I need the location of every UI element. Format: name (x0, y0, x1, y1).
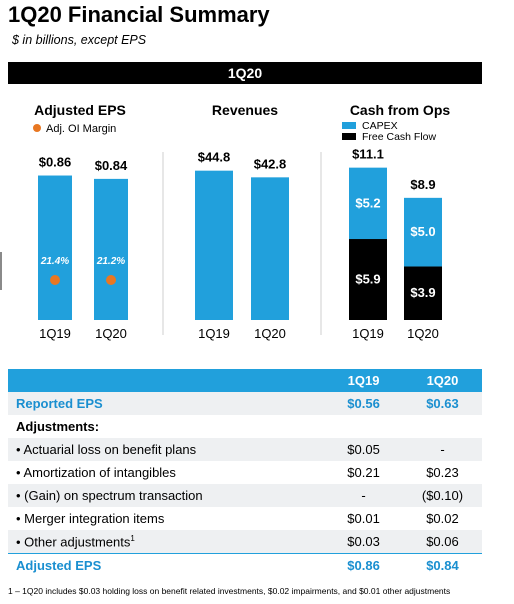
oi-margin-point (50, 275, 60, 285)
x-tick-label: 1Q20 (254, 326, 286, 341)
segment-label-capex: $5.0 (410, 224, 435, 239)
table-row: • Merger integration items $0.01 $0.02 (8, 507, 482, 530)
row-value-1q20: $0.02 (426, 511, 459, 526)
segment-label-free-cash-flow: $5.9 (355, 272, 380, 287)
page-title: 1Q20 Financial Summary (8, 2, 270, 27)
oi-margin-label: 21.4% (40, 256, 69, 267)
left-edge-marker (0, 252, 2, 290)
table-row-adjustments: Adjustments: (8, 415, 482, 438)
row-label: Adjustments: (16, 419, 100, 434)
bar-total-label: $11.1 (352, 147, 384, 162)
row-value-1q20: $0.63 (402, 392, 482, 415)
legend-swatch-free-cash-flow (342, 133, 356, 140)
footnote: 1 – 1Q20 includes $0.03 holding loss on … (8, 586, 451, 596)
row-label: • Amortization of intangibles (16, 465, 176, 480)
page-subtitle: $ in billions, except EPS (12, 33, 147, 47)
chart-title-revenues: Revenues (212, 102, 278, 118)
chart-title-cash-from-ops: Cash from Ops (350, 102, 451, 118)
header-cell-1q19: 1Q19 (324, 369, 403, 392)
bar-free-cash-flow (404, 266, 442, 320)
row-label: Reported EPS (8, 392, 325, 415)
segment-label-capex: $5.2 (355, 195, 380, 210)
charts-area: Adjusted EPS Adj. OI Margin $0.86 21.4% 1Q19… (33, 102, 451, 341)
header-cell-1q20: 1Q20 (402, 369, 482, 392)
table-header-row: 1Q19 1Q20 (8, 369, 482, 392)
x-tick-label: 1Q19 (352, 326, 384, 341)
legend-marker-oi-margin (33, 124, 41, 132)
row-value-1q19: $0.01 (347, 511, 380, 526)
bar-revenues (195, 170, 233, 320)
table-row-reported-eps: Reported EPS $0.56 $0.63 (8, 392, 482, 415)
bar-value-label: $42.8 (254, 156, 287, 171)
table-row: • Amortization of intangibles $0.21 $0.2… (8, 461, 482, 484)
bar-value-label: $0.86 (39, 155, 72, 170)
chart-title-adjusted-eps: Adjusted EPS (34, 102, 126, 118)
legend-label-oi-margin: Adj. OI Margin (46, 123, 116, 135)
period-banner: 1Q20 (8, 62, 482, 84)
x-tick-label: 1Q19 (39, 326, 71, 341)
row-value-1q20: $0.23 (426, 465, 459, 480)
row-value-1q19: $0.86 (324, 553, 403, 577)
table-row: • Other adjustments1 $0.03 $0.06 (8, 530, 482, 554)
row-value-1q19 (324, 415, 403, 438)
bar-value-label: $0.84 (95, 158, 128, 173)
bar-capex (404, 197, 442, 267)
row-value-1q19: $0.21 (347, 465, 380, 480)
row-label: • Merger integration items (16, 511, 165, 526)
x-tick-label: 1Q19 (198, 326, 230, 341)
segment-label-free-cash-flow: $3.9 (410, 285, 435, 300)
legend-label-free-cash-flow: Free Cash Flow (362, 131, 437, 143)
bar-free-cash-flow (349, 239, 387, 320)
row-value-1q20: $0.06 (402, 530, 482, 554)
eps-reconciliation-table: 1Q19 1Q20 Reported EPS $0.56 $0.63 Adjus… (8, 369, 482, 577)
bar-adjusted-eps (94, 178, 128, 320)
row-label: Adjusted EPS (8, 553, 325, 577)
bar-total-label: $8.9 (410, 177, 435, 192)
bar-capex (349, 167, 387, 240)
oi-margin-label: 21.2% (96, 256, 125, 267)
legend-label-capex: CAPEX (362, 120, 398, 132)
table-row: • (Gain) on spectrum transaction - ($0.1… (8, 484, 482, 507)
row-value-1q20: - (402, 438, 482, 461)
row-value-1q20 (403, 415, 482, 438)
bar-adjusted-eps (38, 175, 72, 320)
row-value-1q19: $0.05 (324, 438, 403, 461)
table-row-adjusted-eps: Adjusted EPS $0.86 $0.84 (8, 553, 482, 577)
row-value-1q19: $0.03 (324, 530, 403, 554)
x-tick-label: 1Q20 (407, 326, 439, 341)
row-label: • (Gain) on spectrum transaction (8, 484, 325, 507)
oi-margin-point (106, 275, 116, 285)
bar-value-label: $44.8 (198, 150, 231, 165)
legend-swatch-capex (342, 122, 356, 129)
row-value-1q20: ($0.10) (402, 484, 482, 507)
row-value-1q19: - (324, 484, 403, 507)
row-value-1q19: $0.56 (324, 392, 403, 415)
row-label: • Other adjustments1 (8, 530, 325, 554)
footnote-marker: 1 (130, 533, 135, 543)
x-tick-label: 1Q20 (95, 326, 127, 341)
row-value-1q20: $0.84 (402, 553, 482, 577)
header-cell (8, 369, 325, 392)
row-label-text: • Other adjustments (16, 534, 131, 550)
bar-revenues (251, 177, 289, 320)
table-row: • Actuarial loss on benefit plans $0.05 … (8, 438, 482, 461)
row-label: • Actuarial loss on benefit plans (8, 438, 325, 461)
